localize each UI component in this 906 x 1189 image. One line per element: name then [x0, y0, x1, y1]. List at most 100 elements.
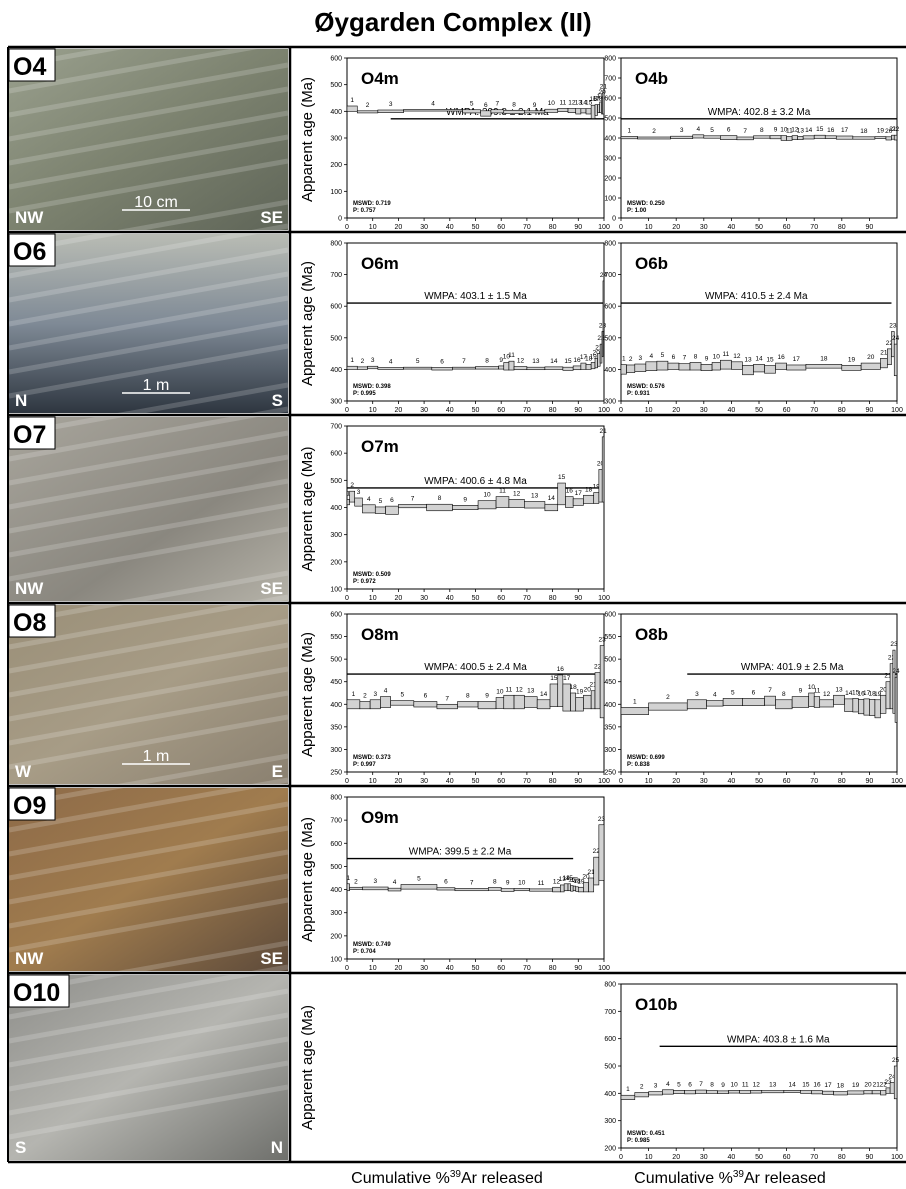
step-box	[550, 684, 558, 707]
step-label: 18	[585, 486, 593, 493]
step-label: 23	[599, 322, 607, 329]
step-label: 21	[600, 84, 608, 91]
y-tick-label: 500	[604, 116, 616, 123]
x-tick-label: 60	[783, 1154, 791, 1161]
plateau-label: WMPA: 403.1 ± 1.5 Ma	[424, 291, 527, 302]
step-label: 8	[760, 127, 764, 134]
x-tick-label: 90	[866, 778, 874, 785]
p-value: P: 0.972	[353, 579, 376, 585]
step-box	[621, 1095, 635, 1099]
step-box	[765, 366, 776, 374]
x-tick-label: 70	[810, 1154, 818, 1161]
step-label: 9	[721, 1082, 725, 1089]
step-box	[886, 682, 890, 709]
step-label: 16	[777, 354, 785, 361]
y-tick-label: 800	[604, 56, 616, 63]
step-label: 5	[417, 875, 421, 882]
step-box	[458, 702, 479, 707]
step-box	[496, 698, 504, 709]
x-axis-label: Cumulative %39Ar released	[634, 1169, 826, 1187]
step-label: 8	[694, 353, 698, 360]
y-tick-label: 350	[604, 724, 616, 731]
x-tick-label: 30	[700, 224, 708, 231]
x-tick-label: 40	[446, 407, 454, 414]
step-label: 5	[379, 498, 383, 505]
step-box	[762, 1091, 784, 1093]
step-box	[427, 504, 453, 511]
step-box	[362, 887, 388, 890]
step-label: 7	[445, 695, 449, 702]
y-tick-label: 500	[330, 864, 342, 871]
step-box	[890, 1082, 894, 1093]
x-tick-label: 20	[395, 407, 403, 414]
step-box	[455, 888, 488, 890]
step-label: 1	[633, 698, 637, 705]
x-tick-label: 90	[574, 965, 582, 972]
x-tick-label: 100	[891, 407, 903, 414]
x-tick-label: 50	[472, 965, 480, 972]
x-axis-label-part: Ar released	[744, 1170, 826, 1187]
step-box	[701, 364, 712, 370]
plateau-label: WMPA: 401.9 ± 2.5 Ma	[741, 662, 844, 673]
x-tick-label: 20	[672, 407, 680, 414]
step-label: 5	[731, 689, 735, 696]
step-box	[602, 331, 603, 356]
step-box	[836, 136, 853, 139]
mswd: MSWD: 0.398	[353, 384, 391, 390]
x-tick-label: 0	[619, 224, 623, 231]
x-tick-label: 70	[523, 595, 531, 602]
p-value: P: 0.704	[353, 949, 376, 955]
step-label: 12	[513, 490, 521, 497]
x-tick-label: 100	[598, 965, 610, 972]
step-label: 6	[390, 497, 394, 504]
x-tick-label: 0	[619, 778, 623, 785]
step-box	[583, 695, 591, 709]
step-box	[463, 110, 481, 113]
x-tick-label: 90	[574, 407, 582, 414]
step-box	[776, 363, 787, 369]
step-chart: 1002003004005006007000102030405060708090…	[330, 424, 610, 603]
step-label: 1	[346, 875, 350, 882]
step-label: 19	[848, 356, 856, 363]
step-box	[499, 366, 504, 369]
y-tick-label: 800	[604, 982, 616, 989]
x-axis-label-part: 39	[733, 1169, 745, 1180]
step-label: 16	[566, 488, 574, 495]
step-box	[437, 888, 455, 890]
step-box	[787, 136, 793, 140]
step-label: 11	[538, 880, 545, 887]
y-tick-label: 550	[604, 634, 616, 641]
x-tick-label: 80	[838, 1154, 846, 1161]
step-box	[687, 700, 706, 709]
x-tick-label: 60	[783, 407, 791, 414]
step-label: 17	[793, 356, 801, 363]
x-tick-label: 0	[345, 407, 349, 414]
p-value: P: 0.997	[353, 762, 376, 768]
x-tick-label: 20	[672, 1154, 680, 1161]
step-label: 9	[799, 688, 803, 695]
step-label: 1	[626, 1086, 630, 1093]
mswd: MSWD: 0.250	[627, 201, 665, 207]
step-box	[690, 362, 701, 370]
step-box	[707, 701, 724, 706]
step-label: 4	[713, 692, 717, 699]
step-label: 18	[860, 128, 868, 135]
x-tick-label: 40	[728, 778, 736, 785]
y-tick-label: 600	[330, 451, 342, 458]
step-box	[347, 366, 357, 369]
y-tick-label: 100	[330, 957, 342, 964]
step-box	[820, 700, 834, 707]
step-box	[814, 135, 825, 138]
step-label: 8	[710, 1082, 714, 1089]
step-label: 14	[755, 355, 763, 362]
x-tick-label: 0	[345, 965, 349, 972]
step-label: 4	[431, 100, 435, 107]
step-box	[368, 366, 378, 369]
step-box	[514, 367, 527, 370]
step-label: 14	[550, 358, 558, 365]
step-box	[576, 887, 579, 892]
step-box	[509, 499, 524, 507]
step-box	[679, 364, 690, 370]
step-label: 14	[548, 495, 556, 502]
step-label: 13	[531, 493, 539, 500]
